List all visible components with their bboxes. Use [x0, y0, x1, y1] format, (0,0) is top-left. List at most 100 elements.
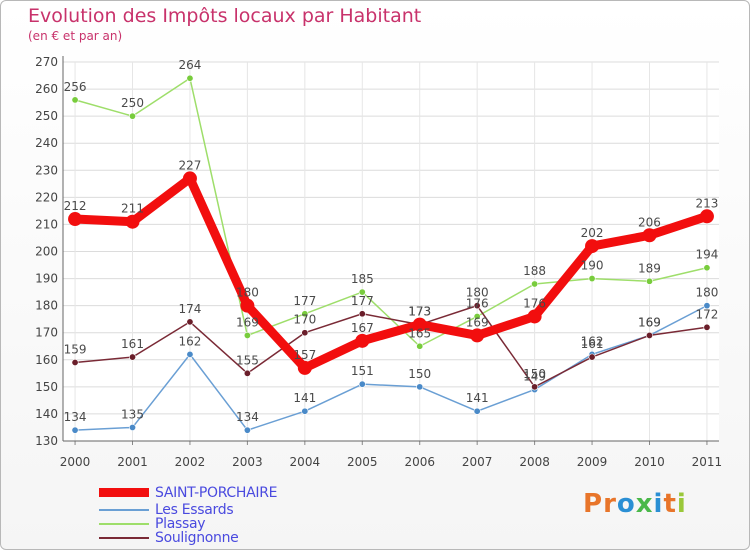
data-label-soulignonne-2000: 159: [64, 342, 87, 356]
data-label-soulignonne-2002: 174: [178, 302, 201, 316]
legend-item-les-essards[interactable]: Les Essards: [99, 502, 234, 518]
point-soulignonne-2007: [473, 302, 481, 310]
point-plassay-2007: [473, 312, 481, 320]
data-label-saint-porchaire-2001: 211: [121, 202, 144, 216]
data-label-saint-porchaire-2009: 202: [581, 226, 604, 240]
point-plassay-2004: [301, 310, 309, 318]
data-label-les-essards-2002: 162: [178, 334, 201, 348]
data-label-les-essards-2001: 135: [121, 407, 144, 421]
data-label-plassay-2005: 185: [351, 272, 374, 286]
data-label-les-essards-2005: 151: [351, 364, 374, 378]
point-saint-porchaire-2007: [470, 328, 485, 343]
y-tick-label-170: 170: [35, 326, 58, 340]
legend-item-saint-porchaire[interactable]: SAINT-PORCHAIRE: [99, 485, 278, 501]
logo-letter: i: [653, 489, 664, 519]
legend-label-plassay: Plassay: [155, 516, 206, 532]
x-tick-label-2008: 2008: [519, 455, 550, 469]
point-les-essards-2000: [71, 426, 79, 434]
x-tick-label-2001: 2001: [117, 455, 148, 469]
point-les-essards-2002: [186, 350, 194, 358]
data-label-les-essards-2010: 169: [638, 315, 661, 329]
point-saint-porchaire-2002: [182, 171, 197, 186]
data-label-soulignonne-2006: 173: [408, 305, 431, 319]
data-label-soulignonne-2004: 170: [293, 313, 316, 327]
point-saint-porchaire-2009: [585, 239, 600, 254]
data-label-soulignonne-2003: 155: [236, 353, 259, 367]
point-saint-porchaire-2005: [355, 333, 370, 348]
point-plassay-2005: [358, 288, 366, 296]
x-tick-label-2007: 2007: [462, 455, 493, 469]
x-tick-label-2011: 2011: [692, 455, 723, 469]
series-line-soulignonne: [74, 304, 708, 388]
y-tick-label-220: 220: [35, 190, 58, 204]
y-tick-label-250: 250: [35, 109, 58, 123]
point-soulignonne-2002: [186, 318, 194, 326]
data-label-plassay-2001: 250: [121, 96, 144, 110]
point-saint-porchaire-2004: [297, 360, 312, 375]
data-label-plassay-2010: 189: [638, 261, 661, 275]
y-tick-label-210: 210: [35, 217, 58, 231]
point-plassay-2001: [129, 112, 137, 120]
logo-letter: r: [603, 489, 617, 519]
data-label-les-essards-2008: 149: [523, 370, 546, 384]
data-label-saint-porchaire-2002: 227: [178, 158, 201, 172]
point-saint-porchaire-2008: [527, 309, 542, 324]
data-label-saint-porchaire-2005: 167: [351, 321, 374, 335]
point-soulignonne-2010: [645, 331, 653, 339]
data-label-plassay-2011: 194: [695, 248, 718, 262]
point-saint-porchaire-2006: [412, 317, 427, 332]
point-plassay-2006: [416, 342, 424, 350]
point-plassay-2010: [645, 277, 653, 285]
point-plassay-2009: [588, 275, 596, 283]
logo-letter: i: [676, 489, 687, 519]
point-soulignonne-2001: [129, 353, 137, 361]
y-tick-label-160: 160: [35, 353, 58, 367]
data-label-saint-porchaire-2006: 173: [408, 305, 431, 319]
data-label-soulignonne-2007: 180: [466, 286, 489, 300]
data-label-soulignonne-2009: 161: [581, 337, 604, 351]
data-label-saint-porchaire-2010: 206: [638, 215, 661, 229]
legend-swatch-plassay: [99, 523, 149, 525]
x-tick-label-2009: 2009: [577, 455, 608, 469]
point-saint-porchaire-2011: [699, 209, 714, 224]
point-les-essards-2011: [703, 302, 711, 310]
series-line-les-essards: [74, 304, 708, 431]
point-les-essards-2007: [473, 407, 481, 415]
legend-swatch-soulignonne: [99, 537, 149, 539]
point-plassay-2008: [531, 280, 539, 288]
data-label-les-essards-2000: 134: [64, 410, 87, 424]
point-les-essards-2001: [129, 423, 137, 431]
data-label-les-essards-2003: 134: [236, 410, 259, 424]
logo-letter: P: [583, 489, 604, 519]
legend-label-les-essards: Les Essards: [155, 502, 234, 518]
y-tick-label-200: 200: [35, 245, 58, 259]
data-label-saint-porchaire-2011: 213: [695, 196, 718, 210]
point-soulignonne-2011: [703, 323, 711, 331]
y-tick-label-180: 180: [35, 299, 58, 313]
point-les-essards-2006: [416, 383, 424, 391]
point-soulignonne-2003: [243, 369, 251, 377]
data-label-plassay-2002: 264: [178, 58, 201, 72]
x-tick-label-2004: 2004: [290, 455, 321, 469]
data-label-plassay-2004: 177: [293, 294, 316, 308]
legend-item-soulignonne[interactable]: Soulignonne: [99, 530, 239, 546]
point-saint-porchaire-2003: [240, 298, 255, 313]
proxiti-logo: Proxiti: [583, 489, 687, 519]
point-soulignonne-2009: [588, 353, 596, 361]
data-label-plassay-2003: 169: [236, 315, 259, 329]
x-tick-label-2005: 2005: [347, 455, 378, 469]
point-plassay-2011: [703, 264, 711, 272]
legend-swatch-les-essards: [99, 509, 149, 511]
point-les-essards-2004: [301, 407, 309, 415]
data-label-saint-porchaire-2004: 157: [293, 348, 316, 362]
legend-item-plassay[interactable]: Plassay: [99, 516, 206, 532]
y-tick-label-150: 150: [35, 380, 58, 394]
data-label-plassay-2009: 190: [581, 259, 604, 273]
data-label-soulignonne-2008: 150: [523, 367, 546, 381]
data-label-plassay-2006: 165: [408, 326, 431, 340]
logo-letter: x: [635, 489, 654, 519]
data-label-saint-porchaire-2003: 180: [236, 286, 259, 300]
data-label-les-essards-2009: 162: [581, 334, 604, 348]
